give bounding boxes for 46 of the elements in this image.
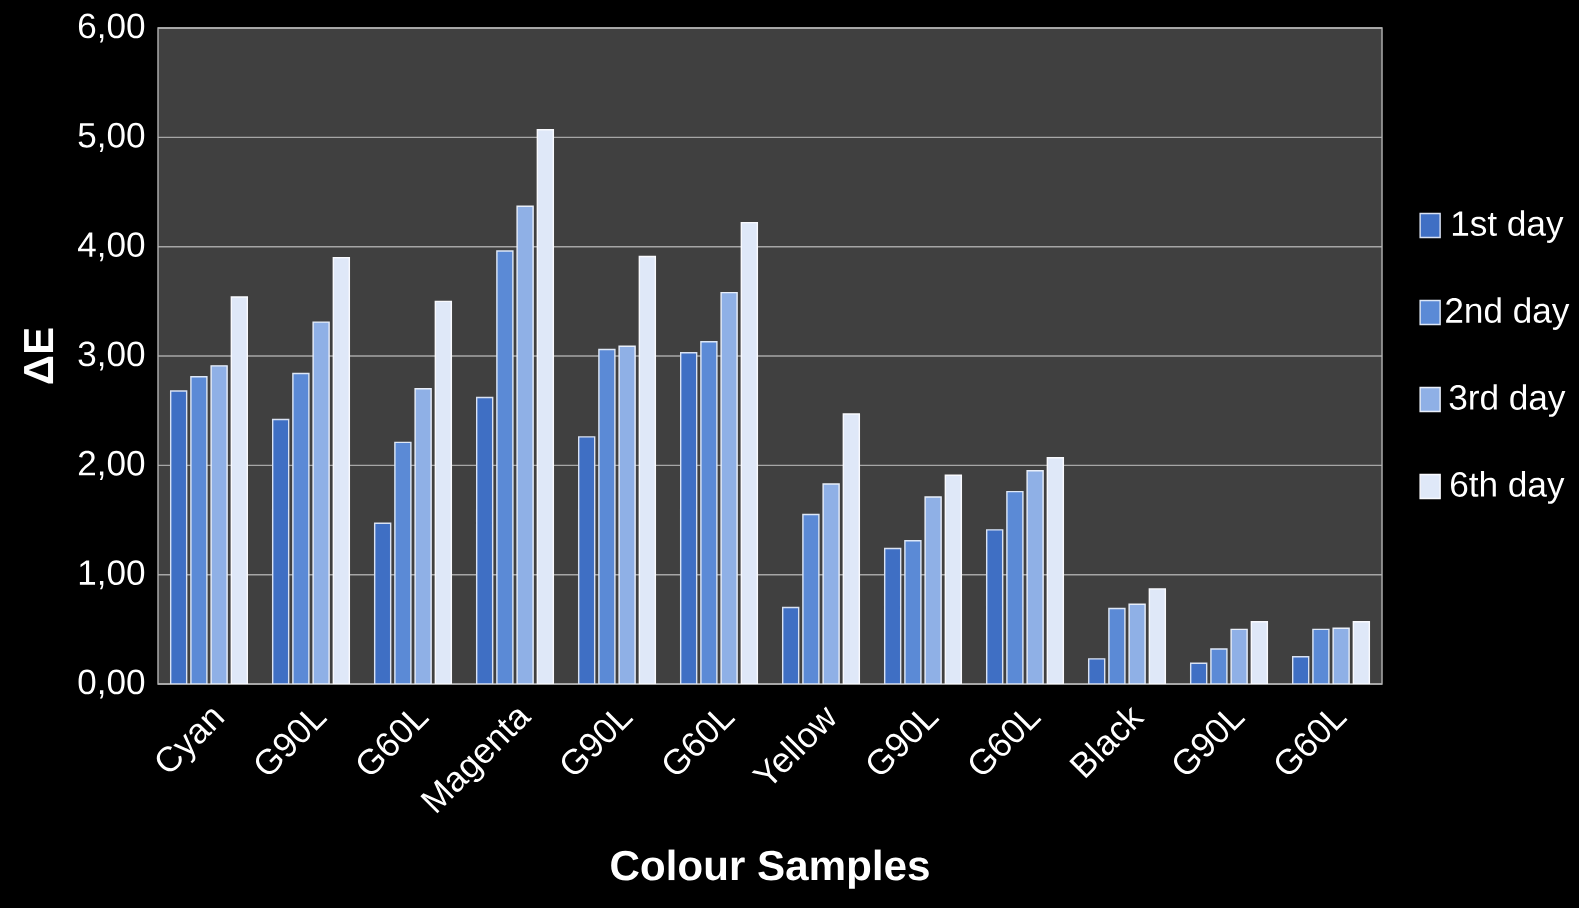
bar [720, 291, 738, 685]
y-tick-label: 1,00 [79, 560, 145, 590]
bar [1046, 456, 1065, 685]
bar [1230, 628, 1248, 685]
bar [536, 128, 555, 685]
bar [434, 300, 453, 685]
bar [679, 352, 698, 685]
bar [271, 418, 290, 685]
y-tick-label: 6,00 [78, 13, 145, 43]
legend-label: 3rd day [1449, 384, 1566, 417]
bar [1352, 620, 1371, 685]
bar [944, 474, 963, 685]
legend-label: 1st day [1452, 210, 1564, 243]
bar [883, 547, 902, 685]
y-tick-label: 4,00 [78, 232, 145, 262]
bar [475, 396, 494, 685]
bar [373, 522, 392, 685]
bar [924, 496, 942, 685]
bar [781, 606, 800, 685]
bar [842, 413, 861, 685]
bar [822, 483, 840, 685]
bar [516, 205, 534, 685]
bar [414, 388, 432, 685]
bar [638, 255, 657, 685]
bar [230, 296, 249, 685]
y-tick-label: 5,00 [78, 122, 145, 152]
bar [618, 345, 636, 685]
bar [1026, 470, 1044, 685]
y-axis-title: ΔE [24, 328, 54, 384]
bar [1128, 603, 1146, 685]
bar [1332, 627, 1350, 685]
bar [1148, 588, 1167, 685]
bar [210, 365, 228, 685]
bar [1250, 620, 1269, 685]
bar [312, 321, 330, 685]
x-axis-title: Colour Samples [611, 849, 929, 889]
bar [332, 256, 351, 685]
legend-label: 2nd day [1446, 297, 1570, 330]
bar [740, 221, 759, 685]
bar [169, 390, 188, 685]
bar [985, 529, 1004, 685]
bar [577, 436, 596, 685]
y-tick-label: 3,00 [78, 341, 145, 371]
y-tick-label: 0,00 [78, 669, 145, 699]
legend-label: 6th day [1451, 471, 1565, 504]
y-tick-label: 2,00 [78, 450, 145, 480]
